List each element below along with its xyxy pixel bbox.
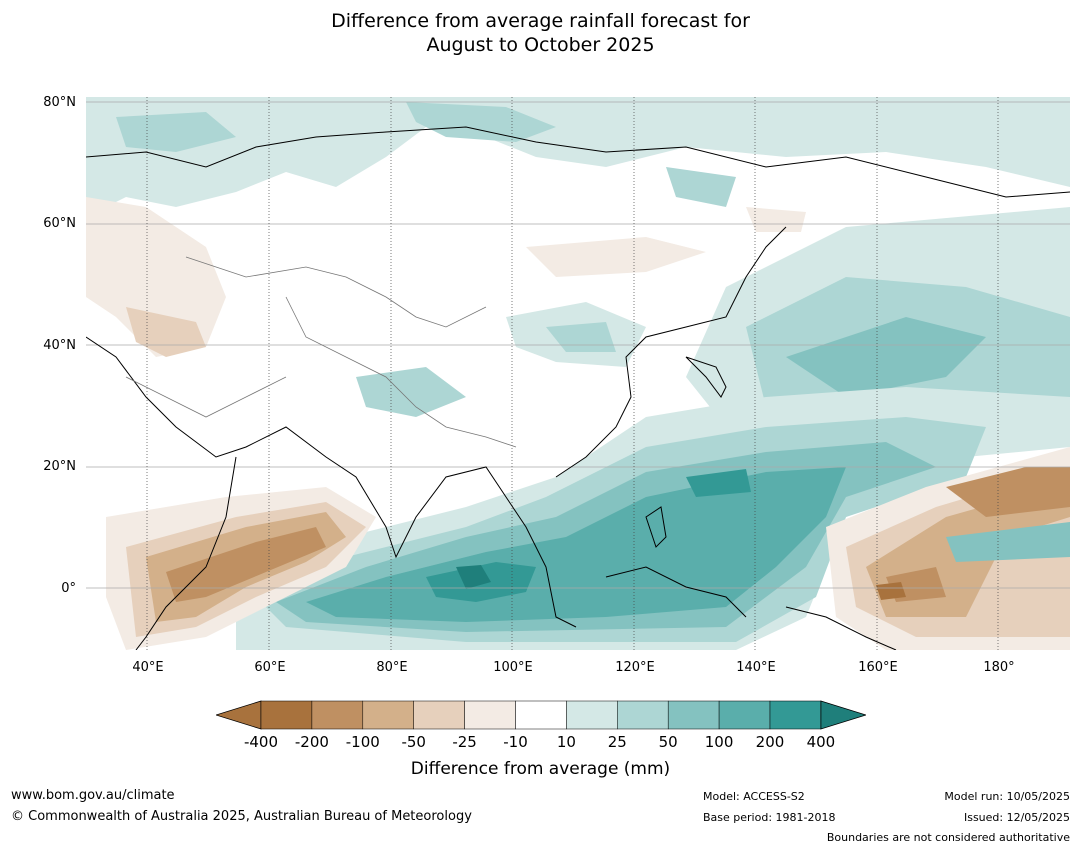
contour-siberia — [666, 167, 736, 207]
colorbar-extend-low — [216, 700, 262, 730]
colorbar-extend-high — [820, 700, 866, 730]
colorbar-tick-label: 25 — [607, 733, 627, 751]
latitude-gridlines — [86, 101, 1070, 589]
colorbar-tick-label: 10 — [556, 733, 576, 751]
lat-label-60n: 60°N — [43, 216, 76, 231]
contour-arctic-2 — [406, 102, 556, 142]
colorbar-tick-label: -400 — [243, 733, 279, 751]
colorbar-cell — [515, 700, 567, 730]
colorbar-cell — [769, 700, 822, 730]
colorbar-cell — [464, 700, 516, 730]
colorbar-cell — [718, 700, 771, 730]
contour-trop-400 — [456, 565, 491, 589]
lon-label-40e: 40°E — [132, 660, 164, 675]
colorbar-title: Difference from average (mm) — [410, 759, 671, 779]
lat-label-20n: 20°N — [43, 459, 76, 474]
colorbar-tick-label: -10 — [503, 733, 528, 751]
lon-label-80e: 80°E — [376, 660, 408, 675]
contour-cpac-100b — [946, 467, 1070, 517]
base-period: Base period: 1981-2018 — [703, 811, 836, 824]
contour-arctic-3 — [116, 112, 236, 152]
contour-cpac-200 — [876, 582, 906, 600]
colorbar-tick-label: -50 — [401, 733, 426, 751]
colorbar-tick-label: -25 — [452, 733, 477, 751]
lon-label-60e: 60°E — [254, 660, 286, 675]
model-name: Model: ACCESS-S2 — [703, 790, 805, 803]
title-line-1: Difference from average rainfall forecas… — [331, 10, 750, 32]
country-borders — [125, 256, 517, 448]
contour-cpac-teal — [946, 522, 1070, 562]
contour-japan-dry — [746, 207, 806, 232]
contour-dry-west — [86, 197, 226, 357]
rainfall-map — [86, 97, 1070, 650]
map-canvas — [86, 97, 1070, 650]
lon-label-120e: 120°E — [615, 660, 655, 675]
colorbar-cell — [413, 700, 465, 730]
model-run-date: Model run: 10/05/2025 — [944, 790, 1070, 803]
colorbar-cell — [311, 700, 364, 730]
lat-label-0: 0° — [61, 581, 76, 596]
colorbar-cell — [362, 700, 414, 730]
colorbar-cell — [617, 700, 669, 730]
website-link[interactable]: www.bom.gov.au/climate — [11, 788, 175, 803]
colorbar — [216, 700, 866, 730]
copyright-notice: © Commonwealth of Australia 2025, Austra… — [11, 809, 472, 824]
contour-wio-100 — [166, 527, 326, 602]
contour-tibet — [356, 367, 466, 417]
boundaries-disclaimer: Boundaries are not considered authoritat… — [826, 831, 1070, 844]
contour-scs-200 — [686, 469, 751, 497]
lat-label-40n: 40°N — [43, 338, 76, 353]
colorbar-cell — [667, 700, 720, 730]
contour-siberia-dry — [526, 237, 706, 277]
issued-date: Issued: 12/05/2025 — [963, 811, 1070, 824]
longitude-gridlines — [146, 97, 999, 650]
map-title: Difference from average rainfall forecas… — [0, 9, 1081, 57]
lon-label-140e: 140°E — [736, 660, 776, 675]
colorbar-tick-label: -200 — [294, 733, 329, 751]
contour-npac-dark — [786, 317, 986, 397]
colorbar-cells — [216, 700, 866, 730]
title-line-2: August to October 2025 — [426, 34, 655, 56]
coastlines — [86, 126, 1070, 650]
colorbar-tick-label: 100 — [704, 733, 734, 751]
colorbar-tick-label: 200 — [755, 733, 785, 751]
lon-label-160e: 160°E — [858, 660, 898, 675]
colorbar-cell — [260, 700, 313, 730]
contour-arctic — [86, 97, 1070, 217]
colorbar-tick-label: 400 — [806, 733, 836, 751]
colorbar-tick-label: 50 — [658, 733, 678, 751]
contour-dry-west-2 — [126, 307, 206, 357]
lon-label-100e: 100°E — [493, 660, 533, 675]
colorbar-cell — [566, 700, 618, 730]
lon-label-180: 180° — [983, 660, 1015, 675]
lat-label-80n: 80°N — [43, 95, 76, 110]
contour-china-2 — [546, 322, 616, 352]
colorbar-tick-label: -100 — [345, 733, 380, 751]
